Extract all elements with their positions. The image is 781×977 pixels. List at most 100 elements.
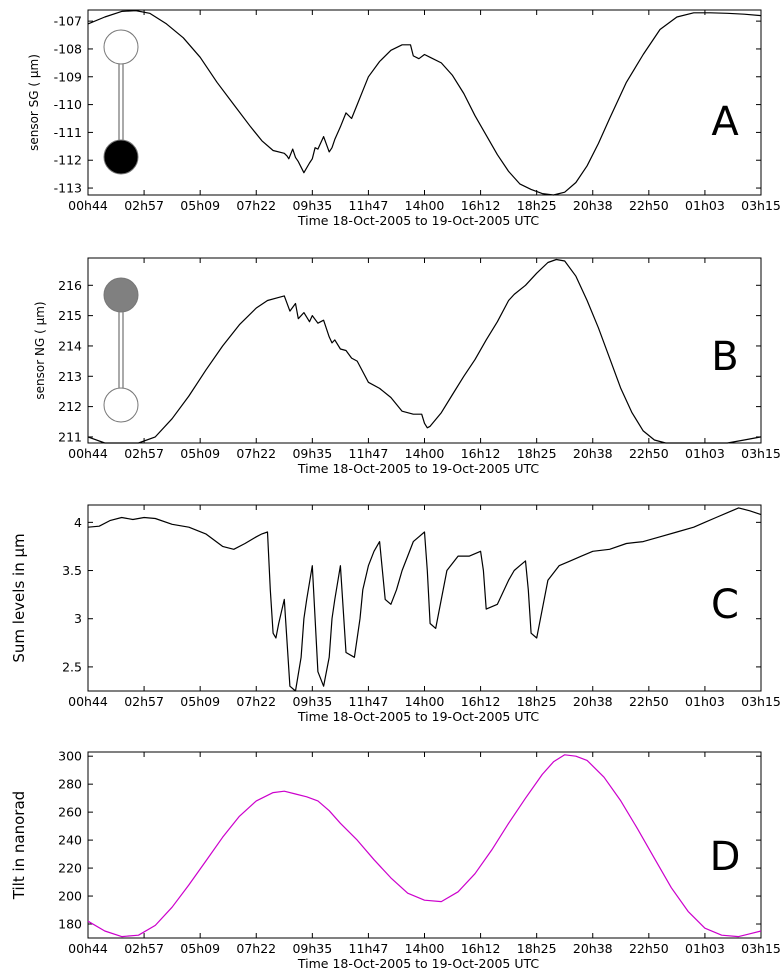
x-tick-label: 00h44 bbox=[68, 446, 108, 461]
y-tick-label: -110 bbox=[54, 97, 82, 112]
pendulum-bottom-mass bbox=[103, 387, 139, 423]
x-tick-label: 01h03 bbox=[685, 198, 725, 213]
x-tick-label: 07h22 bbox=[236, 446, 276, 461]
x-tick-label: 11h47 bbox=[349, 941, 389, 956]
x-tick-label: 00h44 bbox=[68, 694, 108, 709]
y-tick-label: 213 bbox=[58, 369, 82, 384]
panel-letter: C bbox=[711, 582, 739, 628]
x-tick-label: 09h35 bbox=[292, 198, 332, 213]
y-tick-label: 3 bbox=[74, 611, 82, 626]
x-tick-label: 18h25 bbox=[517, 941, 557, 956]
x-tick-label: 09h35 bbox=[292, 694, 332, 709]
y-tick-label: 2.5 bbox=[62, 659, 82, 674]
y-axis-title: Sum levels in μm bbox=[10, 533, 28, 662]
y-tick-label: 200 bbox=[58, 889, 82, 904]
x-tick-label: 03h15 bbox=[741, 941, 781, 956]
x-tick-label: 22h50 bbox=[629, 446, 669, 461]
series-line bbox=[87, 10, 762, 196]
x-tick-label: 16h12 bbox=[461, 694, 501, 709]
plot-frame bbox=[87, 257, 762, 444]
x-tick-label: 16h12 bbox=[461, 446, 501, 461]
x-tick-label: 14h00 bbox=[405, 198, 445, 213]
x-tick-label: 09h35 bbox=[292, 446, 332, 461]
y-tick-label: -107 bbox=[54, 14, 82, 29]
x-tick-label: 14h00 bbox=[405, 694, 445, 709]
pendulum-top-mass bbox=[103, 29, 139, 65]
x-tick-label: 02h57 bbox=[124, 198, 164, 213]
panel-letter: B bbox=[711, 334, 738, 380]
x-tick-label: 05h09 bbox=[180, 198, 220, 213]
x-tick-label: 01h03 bbox=[685, 941, 725, 956]
x-tick-label: 05h09 bbox=[180, 941, 220, 956]
pendulum-icon bbox=[103, 29, 139, 175]
x-tick-label: 01h03 bbox=[685, 446, 725, 461]
x-tick-label: 03h15 bbox=[741, 198, 781, 213]
x-tick-label: 05h09 bbox=[180, 446, 220, 461]
y-tick-label: 216 bbox=[58, 278, 82, 293]
plot-frame bbox=[87, 9, 762, 196]
x-axis-title: Time 18-Oct-2005 to 19-Oct-2005 UTC bbox=[297, 461, 539, 476]
series-line bbox=[87, 507, 762, 692]
x-tick-label: 22h50 bbox=[629, 694, 669, 709]
x-tick-label: 00h44 bbox=[68, 941, 108, 956]
x-tick-label: 18h25 bbox=[517, 446, 557, 461]
x-tick-label: 00h44 bbox=[68, 198, 108, 213]
x-tick-label: 11h47 bbox=[349, 198, 389, 213]
plot-frame bbox=[87, 751, 762, 939]
y-tick-label: 180 bbox=[58, 917, 82, 932]
y-tick-label: -113 bbox=[54, 181, 82, 196]
x-tick-label: 02h57 bbox=[124, 941, 164, 956]
x-tick-label: 03h15 bbox=[741, 446, 781, 461]
x-tick-label: 02h57 bbox=[124, 446, 164, 461]
y-tick-label: 300 bbox=[58, 749, 82, 764]
x-tick-label: 14h00 bbox=[405, 941, 445, 956]
x-axis-title: Time 18-Oct-2005 to 19-Oct-2005 UTC bbox=[297, 213, 539, 228]
pendulum-top-mass bbox=[103, 277, 139, 313]
x-tick-label: 01h03 bbox=[685, 694, 725, 709]
x-tick-label: 20h38 bbox=[573, 198, 613, 213]
panel-b: 00h44 02h57 05h09 07h22 09h35 11h47 14h00 16h12… bbox=[33, 257, 781, 476]
y-axis-title: Tilt in nanorad bbox=[10, 791, 28, 900]
x-tick-label: 07h22 bbox=[236, 941, 276, 956]
pendulum-bottom-mass bbox=[103, 139, 139, 175]
y-axis-title: sensor NG ( μm) bbox=[33, 301, 47, 399]
x-axis-title: Time 18-Oct-2005 to 19-Oct-2005 UTC bbox=[297, 709, 539, 724]
y-tick-label: -111 bbox=[54, 125, 82, 140]
x-tick-label: 03h15 bbox=[741, 694, 781, 709]
x-tick-label: 20h38 bbox=[573, 694, 613, 709]
x-tick-label: 07h22 bbox=[236, 198, 276, 213]
panel-letter: A bbox=[711, 99, 739, 145]
x-tick-label: 14h00 bbox=[405, 446, 445, 461]
panel-letter: D bbox=[710, 834, 741, 880]
x-tick-label: 16h12 bbox=[461, 941, 501, 956]
y-tick-label: -112 bbox=[54, 153, 82, 168]
series-line bbox=[87, 258, 762, 444]
x-axis-title: Time 18-Oct-2005 to 19-Oct-2005 UTC bbox=[297, 956, 539, 971]
x-tick-label: 11h47 bbox=[349, 446, 389, 461]
y-tick-label: 4 bbox=[74, 515, 82, 530]
y-tick-label: 214 bbox=[58, 338, 82, 353]
x-tick-label: 05h09 bbox=[180, 694, 220, 709]
y-tick-label: 240 bbox=[58, 833, 82, 848]
x-tick-label: 18h25 bbox=[517, 694, 557, 709]
y-tick-label: 3.5 bbox=[62, 563, 82, 578]
panel-a: 00h44 02h57 05h09 07h22 09h35 11h47 14h00 16h12… bbox=[27, 9, 781, 228]
panel-d: 00h44 02h57 05h09 07h22 09h35 11h47 14h00 16h12… bbox=[10, 749, 781, 971]
x-tick-label: 18h25 bbox=[517, 198, 557, 213]
y-tick-label: 280 bbox=[58, 777, 82, 792]
x-tick-label: 16h12 bbox=[461, 198, 501, 213]
y-tick-label: 220 bbox=[58, 861, 82, 876]
y-tick-label: -108 bbox=[54, 41, 82, 56]
x-tick-label: 02h57 bbox=[124, 694, 164, 709]
x-tick-label: 22h50 bbox=[629, 941, 669, 956]
x-tick-label: 22h50 bbox=[629, 198, 669, 213]
x-tick-label: 07h22 bbox=[236, 694, 276, 709]
series-line bbox=[87, 754, 762, 938]
pendulum-icon bbox=[103, 277, 139, 423]
y-tick-label: 215 bbox=[58, 308, 82, 323]
x-tick-label: 11h47 bbox=[349, 694, 389, 709]
y-tick-label: 260 bbox=[58, 805, 82, 820]
y-tick-label: 212 bbox=[58, 399, 82, 414]
y-tick-label: 211 bbox=[58, 429, 82, 444]
